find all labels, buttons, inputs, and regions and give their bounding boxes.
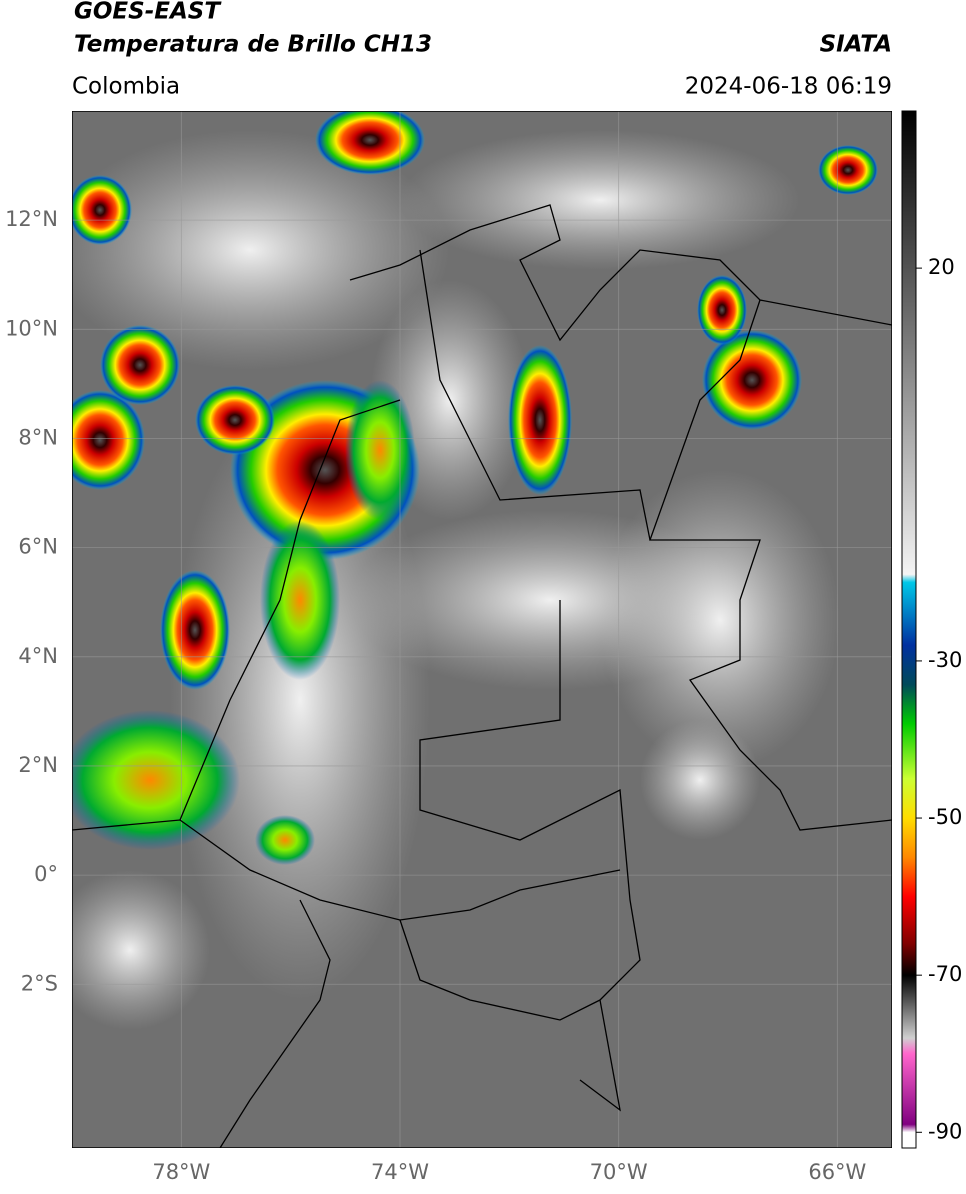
region: Colombia bbox=[72, 74, 180, 100]
map bbox=[72, 111, 892, 1148]
lon-tick-label: 66°W bbox=[808, 1160, 866, 1184]
lat-tick-label: 0° bbox=[34, 862, 58, 886]
colorbar bbox=[901, 110, 917, 1149]
lat-tick-label: 8°N bbox=[18, 425, 58, 449]
lat-tick-label: 2°N bbox=[18, 753, 58, 777]
subtitle: Temperatura de Brillo CH13 bbox=[74, 32, 432, 58]
lat-tick-label: 6°N bbox=[18, 535, 58, 559]
lat-tick-label: 12°N bbox=[5, 207, 58, 231]
storms bbox=[72, 111, 878, 865]
lat-tick-label: 10°N bbox=[5, 316, 58, 340]
lat-tick-label: 2°S bbox=[21, 971, 58, 995]
graticule bbox=[72, 111, 892, 1148]
colorbar-tick-label: -90 bbox=[928, 1119, 962, 1143]
lon-tick-label: 78°W bbox=[152, 1160, 210, 1184]
colorbar-tick-label: -50 bbox=[928, 805, 962, 829]
borders bbox=[72, 204, 892, 1148]
title: GOES-EAST bbox=[74, 0, 222, 25]
colorbar-tick-label: -70 bbox=[928, 962, 962, 986]
source: SIATA bbox=[820, 32, 892, 58]
axes: 12°N 10°N 8°N 6°N 4°N 2°N 0° 2°S 78°W 74°W 70°W 66°… bbox=[5, 207, 962, 1184]
colorbar-tick-label: -30 bbox=[928, 648, 962, 672]
lon-tick-label: 70°W bbox=[590, 1160, 648, 1184]
lon-tick-label: 74°W bbox=[371, 1160, 429, 1184]
datetime: 2024-06-18 06:19 bbox=[685, 74, 892, 100]
clouds bbox=[72, 130, 840, 1030]
colorbar-tick-label: 20 bbox=[928, 255, 955, 279]
lat-tick-label: 4°N bbox=[18, 644, 58, 668]
